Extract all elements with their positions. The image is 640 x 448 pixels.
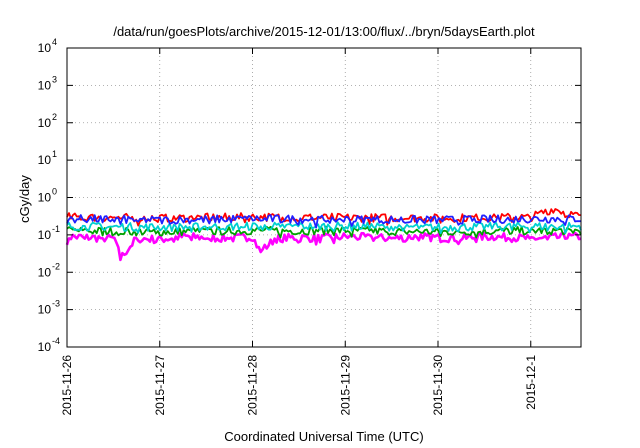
x-tick-label: 2015-11-26 xyxy=(60,355,74,416)
x-tick-label: 2015-11-28 xyxy=(246,355,260,416)
y-tick-exponent: -1 xyxy=(52,224,60,234)
x-tick-label: 2015-12-1 xyxy=(524,355,538,410)
chart-title: /data/run/goesPlots/archive/2015-12-01/1… xyxy=(113,24,535,39)
grid-lines xyxy=(67,48,581,347)
x-axis-ticks: 2015-11-26 2015-11-27 2015-11-28 2015-11-29… xyxy=(60,48,538,416)
y-tick-label: 10 xyxy=(38,228,52,242)
x-tick-label: 2015-11-29 xyxy=(338,355,352,416)
y-tick-exponent: 3 xyxy=(52,74,57,84)
x-tick-label: 2015-11-27 xyxy=(153,355,167,416)
y-tick-label: 10 xyxy=(38,265,52,279)
series-line xyxy=(66,221,582,235)
x-axis-label: Coordinated Universal Time (UTC) xyxy=(224,429,423,444)
y-tick-label: 10 xyxy=(38,340,52,354)
x-tick-label: 2015-11-30 xyxy=(431,355,445,416)
y-axis-label: cGy/day xyxy=(17,175,32,223)
y-tick-label: 10 xyxy=(38,153,52,167)
y-tick-label: 10 xyxy=(38,191,52,205)
series-line xyxy=(66,214,581,229)
y-tick-exponent: -2 xyxy=(52,261,60,271)
y-tick-label: 10 xyxy=(38,78,52,92)
y-tick-label: 10 xyxy=(38,303,52,317)
y-tick-exponent: 2 xyxy=(52,112,57,122)
y-tick-label: 10 xyxy=(38,41,52,55)
series-line xyxy=(65,231,582,262)
series-layer xyxy=(65,208,582,262)
y-tick-exponent: 1 xyxy=(52,149,57,159)
y-tick-exponent: -4 xyxy=(52,336,60,346)
y-tick-exponent: 4 xyxy=(52,37,57,47)
y-tick-exponent: 0 xyxy=(52,187,57,197)
series-line xyxy=(66,225,582,239)
y-tick-exponent: -3 xyxy=(52,299,60,309)
y-tick-label: 10 xyxy=(38,116,52,130)
